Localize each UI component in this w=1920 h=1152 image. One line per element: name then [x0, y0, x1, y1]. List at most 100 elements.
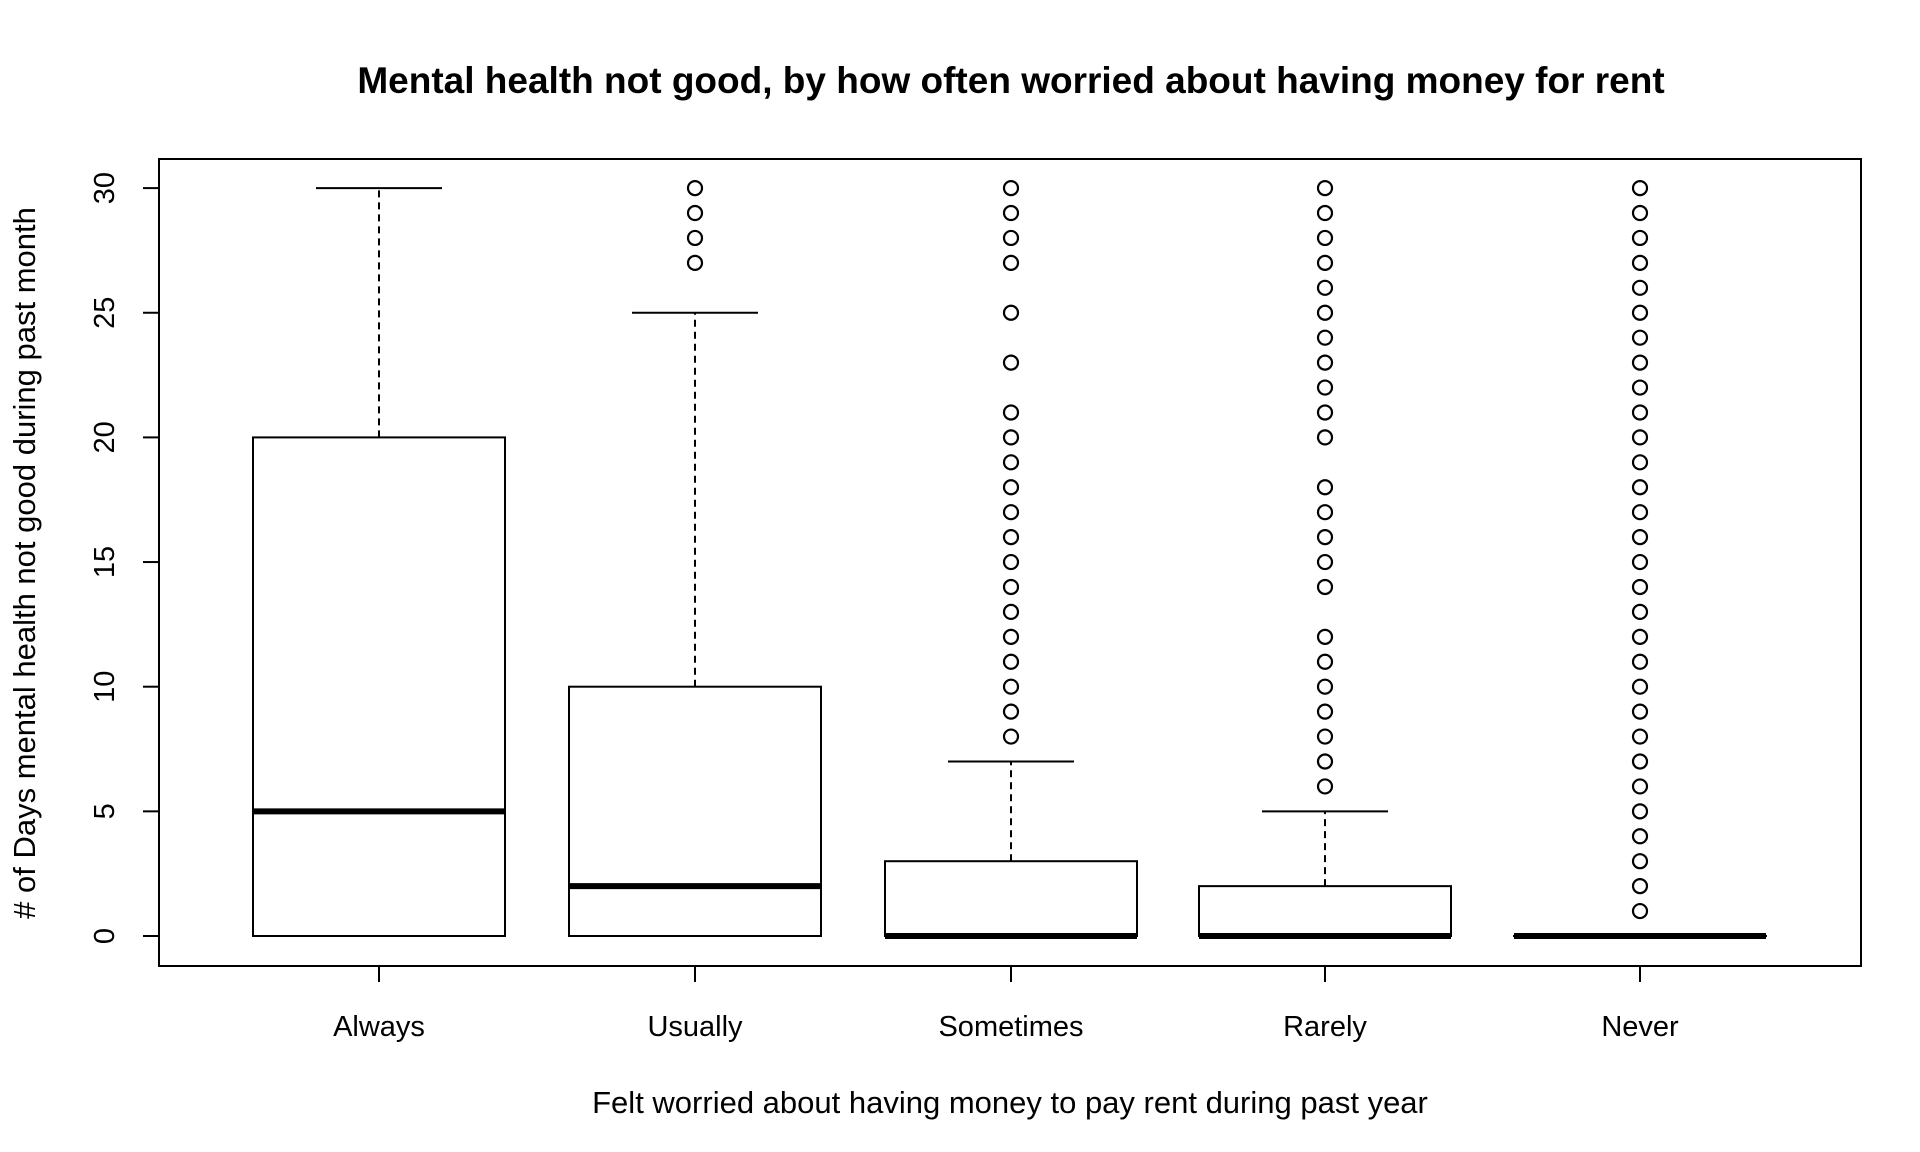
outlier-point: [1316, 753, 1334, 770]
y-tick-label: 5: [89, 803, 121, 819]
outlier-point: [1631, 828, 1649, 845]
outlier-point: [1316, 653, 1334, 670]
outlier-point: [1002, 578, 1020, 596]
x-tick-label: Never: [1601, 1011, 1679, 1043]
outlier-point: [1631, 878, 1649, 895]
x-axis: Always Usually Sometimes Rarely Never: [333, 965, 1679, 1043]
boxes-group: [252, 180, 1767, 939]
x-axis-label: Felt worried about having money to pay r…: [592, 1085, 1428, 1120]
outlier-point: [1002, 354, 1020, 371]
x-tick-label: Rarely: [1283, 1011, 1367, 1043]
y-tick-label: 25: [89, 297, 121, 329]
outlier-point: [1002, 479, 1020, 496]
outlier-point: [1316, 254, 1334, 271]
outlier-point: [1002, 653, 1020, 670]
box-rect: [568, 685, 822, 938]
outlier-point: [1631, 578, 1649, 596]
outlier-point: [1316, 553, 1334, 571]
outlier-point: [1002, 454, 1020, 471]
outlier-point: [1316, 504, 1334, 521]
outlier-point: [1631, 902, 1649, 920]
outlier-point: [686, 204, 704, 222]
outlier-point: [1631, 229, 1649, 247]
y-tick-label: 30: [89, 172, 121, 204]
outlier-point: [1316, 304, 1334, 321]
x-tick-label: Usually: [647, 1011, 743, 1043]
x-tick-label: Always: [333, 1011, 425, 1043]
outlier-point: [1316, 279, 1334, 296]
y-tick-label: 10: [89, 671, 121, 703]
outlier-point: [1316, 578, 1334, 596]
outlier-point: [1631, 354, 1649, 371]
outlier-point: [1316, 479, 1334, 496]
outlier-point: [1316, 354, 1334, 371]
outlier-point: [1316, 379, 1334, 396]
chart-title: Mental health not good, by how often wor…: [357, 60, 1664, 101]
outlier-point: [686, 229, 704, 247]
outlier-point: [1631, 404, 1649, 421]
outlier-point: [1631, 603, 1649, 621]
outlier-point: [1631, 529, 1649, 546]
outlier-point: [1002, 678, 1020, 695]
outlier-point: [1631, 180, 1649, 197]
box-always: [252, 187, 506, 937]
outlier-point: [1316, 180, 1334, 197]
outlier-point: [1002, 180, 1020, 197]
y-tick-label: 0: [89, 928, 121, 944]
outlier-point: [1631, 304, 1649, 321]
outlier-point: [1631, 329, 1649, 346]
box-never: [1513, 180, 1767, 939]
outlier-point: [686, 254, 704, 271]
outlier-point: [1002, 254, 1020, 271]
box-rect: [884, 860, 1138, 938]
outlier-point: [1316, 703, 1334, 720]
outlier-point: [1002, 229, 1020, 247]
outlier-point: [1316, 678, 1334, 695]
box-sometimes: [884, 180, 1138, 939]
outlier-point: [1316, 329, 1334, 346]
outlier-point: [1631, 778, 1649, 795]
outlier-point: [1631, 803, 1649, 820]
outlier-point: [1002, 603, 1020, 621]
x-tick-label: Sometimes: [938, 1011, 1083, 1043]
outlier-point: [1316, 229, 1334, 247]
outlier-point: [1002, 504, 1020, 521]
outlier-point: [1631, 204, 1649, 222]
outlier-point: [1316, 404, 1334, 421]
outlier-point: [686, 180, 704, 197]
outlier-point: [1631, 379, 1649, 396]
outlier-point: [1631, 553, 1649, 571]
outlier-point: [1631, 678, 1649, 695]
y-axis-label: # of Days mental health not good during …: [7, 207, 42, 919]
outlier-point: [1002, 628, 1020, 645]
outlier-point: [1631, 479, 1649, 496]
outlier-point: [1316, 628, 1334, 645]
outlier-point: [1002, 429, 1020, 446]
box-usually: [568, 180, 822, 938]
outlier-point: [1631, 279, 1649, 296]
outlier-point: [1631, 753, 1649, 770]
box-rect: [252, 436, 506, 937]
outlier-point: [1316, 728, 1334, 745]
outlier-point: [1631, 853, 1649, 870]
y-tick-label: 15: [89, 546, 121, 578]
outlier-point: [1316, 778, 1334, 795]
outlier-point: [1316, 429, 1334, 446]
outlier-point: [1631, 254, 1649, 271]
outlier-point: [1316, 204, 1334, 222]
outlier-point: [1631, 703, 1649, 720]
outlier-point: [1316, 529, 1334, 546]
outlier-point: [1002, 304, 1020, 321]
outlier-point: [1002, 204, 1020, 222]
box-rect: [1198, 885, 1452, 938]
outlier-point: [1002, 703, 1020, 720]
y-tick-label: 20: [89, 421, 121, 453]
outlier-point: [1002, 404, 1020, 421]
outlier-point: [1002, 728, 1020, 745]
outlier-point: [1631, 628, 1649, 645]
outlier-point: [1631, 504, 1649, 521]
box-rarely: [1198, 180, 1452, 939]
outlier-point: [1631, 454, 1649, 471]
outlier-point: [1631, 653, 1649, 670]
